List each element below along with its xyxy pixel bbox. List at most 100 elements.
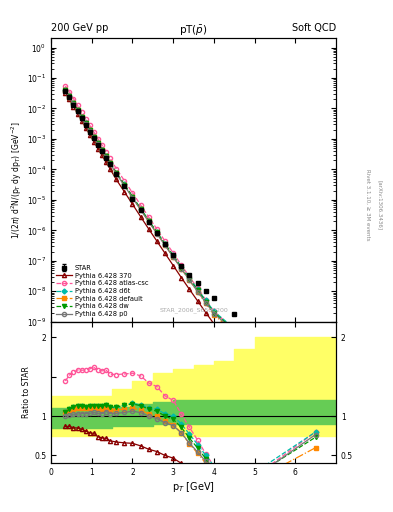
Pythia 6.428 default: [195, 289, 200, 295]
Pythia 6.428 default: [95, 140, 100, 146]
Pythia 6.428 p0: [79, 115, 84, 121]
Pythia 6.428 dw: [71, 100, 76, 106]
Pythia 6.428 370: [75, 111, 80, 117]
Line: Pythia 6.428 dw: Pythia 6.428 dw: [63, 88, 318, 383]
Pythia 6.428 default: [108, 160, 112, 166]
Pythia 6.428 dw: [83, 120, 88, 126]
Pythia 6.428 d6t: [79, 114, 84, 120]
Pythia 6.428 dw: [114, 169, 119, 176]
Text: Soft QCD: Soft QCD: [292, 23, 336, 33]
Pythia 6.428 dw: [147, 218, 151, 224]
Pythia 6.428 default: [75, 107, 80, 113]
Pythia 6.428 d6t: [83, 120, 88, 126]
Pythia 6.428 370: [163, 250, 167, 257]
Pythia 6.428 d6t: [130, 194, 135, 200]
Pythia 6.428 370: [187, 286, 192, 292]
Pythia 6.428 atlas-csc: [147, 214, 151, 220]
Pythia 6.428 370: [179, 274, 184, 281]
Pythia 6.428 atlas-csc: [83, 116, 88, 122]
Pythia 6.428 p0: [252, 345, 257, 351]
Pythia 6.428 dw: [104, 153, 108, 159]
Pythia 6.428 p0: [232, 328, 237, 334]
Pythia 6.428 p0: [92, 135, 96, 141]
Pythia 6.428 p0: [179, 266, 184, 272]
Pythia 6.428 atlas-csc: [104, 148, 108, 155]
Pythia 6.428 atlas-csc: [252, 345, 257, 351]
Pythia 6.428 p0: [171, 254, 176, 260]
Pythia 6.428 370: [122, 188, 127, 195]
Pythia 6.428 default: [114, 170, 119, 176]
Pythia 6.428 default: [171, 254, 176, 260]
Title: pT($\bar{p}$): pT($\bar{p}$): [179, 24, 208, 38]
Pythia 6.428 370: [138, 214, 143, 220]
Pythia 6.428 370: [171, 263, 176, 269]
Pythia 6.428 default: [204, 301, 208, 307]
Pythia 6.428 default: [130, 194, 135, 200]
Pythia 6.428 default: [122, 182, 127, 188]
Pythia 6.428 p0: [108, 161, 112, 167]
Pythia 6.428 p0: [211, 310, 216, 316]
Pythia 6.428 atlas-csc: [71, 96, 76, 102]
Line: Pythia 6.428 default: Pythia 6.428 default: [64, 89, 318, 386]
Text: [arXiv:1306.3436]: [arXiv:1306.3436]: [377, 180, 382, 230]
Pythia 6.428 dw: [87, 127, 92, 133]
Pythia 6.428 p0: [122, 183, 127, 189]
Pythia 6.428 dw: [195, 287, 200, 293]
Pythia 6.428 default: [71, 100, 76, 106]
Pythia 6.428 dw: [154, 229, 159, 236]
Pythia 6.428 default: [67, 94, 72, 100]
Pythia 6.428 atlas-csc: [211, 308, 216, 314]
Pythia 6.428 atlas-csc: [154, 226, 159, 232]
Pythia 6.428 dw: [179, 265, 184, 271]
Pythia 6.428 dw: [75, 107, 80, 113]
Pythia 6.428 dw: [95, 140, 100, 146]
Pythia 6.428 p0: [83, 121, 88, 127]
Pythia 6.428 d6t: [179, 264, 184, 270]
Pythia 6.428 dw: [138, 206, 143, 212]
Pythia 6.428 dw: [232, 327, 237, 333]
Pythia 6.428 default: [211, 312, 216, 318]
Pythia 6.428 default: [252, 348, 257, 354]
Pythia 6.428 dw: [92, 134, 96, 140]
Pythia 6.428 d6t: [138, 206, 143, 212]
Pythia 6.428 dw: [63, 87, 68, 93]
Pythia 6.428 d6t: [147, 218, 151, 224]
Pythia 6.428 d6t: [104, 153, 108, 159]
Legend: STAR, Pythia 6.428 370, Pythia 6.428 atlas-csc, Pythia 6.428 d6t, Pythia 6.428 d: STAR, Pythia 6.428 370, Pythia 6.428 atl…: [54, 264, 150, 318]
Pythia 6.428 370: [313, 404, 318, 411]
Pythia 6.428 default: [163, 242, 167, 248]
Pythia 6.428 atlas-csc: [122, 178, 127, 184]
Pythia 6.428 atlas-csc: [138, 202, 143, 208]
Pythia 6.428 d6t: [99, 146, 104, 153]
Pythia 6.428 dw: [252, 344, 257, 350]
Pythia 6.428 default: [79, 114, 84, 120]
Pythia 6.428 atlas-csc: [179, 262, 184, 268]
Pythia 6.428 370: [211, 321, 216, 327]
Text: Rivet 3.1.10, ≥ 3M events: Rivet 3.1.10, ≥ 3M events: [365, 169, 370, 241]
Pythia 6.428 d6t: [63, 87, 68, 93]
Pythia 6.428 p0: [104, 154, 108, 160]
Pythia 6.428 d6t: [108, 160, 112, 166]
Pythia 6.428 default: [179, 266, 184, 272]
Pythia 6.428 p0: [163, 242, 167, 248]
Pythia 6.428 370: [104, 159, 108, 165]
Pythia 6.428 default: [83, 120, 88, 126]
Pythia 6.428 370: [83, 124, 88, 131]
Pythia 6.428 370: [79, 118, 84, 124]
Pythia 6.428 atlas-csc: [313, 377, 318, 383]
Pythia 6.428 atlas-csc: [163, 238, 167, 244]
Pythia 6.428 default: [87, 127, 92, 133]
Pythia 6.428 p0: [67, 94, 72, 100]
Pythia 6.428 d6t: [122, 181, 127, 187]
Pythia 6.428 atlas-csc: [92, 129, 96, 135]
Pythia 6.428 p0: [154, 230, 159, 237]
Y-axis label: 1/(2$\pi$) d$^2$N/(p$_T$ dy dp$_T$) [GeV$^{-2}$]: 1/(2$\pi$) d$^2$N/(p$_T$ dy dp$_T$) [GeV…: [10, 121, 24, 239]
Line: Pythia 6.428 atlas-csc: Pythia 6.428 atlas-csc: [63, 84, 318, 382]
Pythia 6.428 dw: [187, 276, 192, 282]
Pythia 6.428 370: [95, 145, 100, 152]
Pythia 6.428 atlas-csc: [87, 122, 92, 129]
Pythia 6.428 p0: [71, 101, 76, 108]
Pythia 6.428 p0: [195, 288, 200, 294]
Text: STAR_2006_S6500200: STAR_2006_S6500200: [159, 308, 228, 313]
Pythia 6.428 p0: [204, 300, 208, 306]
